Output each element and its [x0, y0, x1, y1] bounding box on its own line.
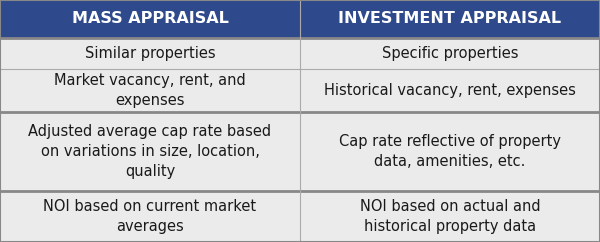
Bar — [0, 38, 300, 69]
Bar — [0, 69, 300, 112]
Text: Cap rate reflective of property
data, amenities, etc.: Cap rate reflective of property data, am… — [339, 134, 561, 169]
Text: INVESTMENT APPRAISAL: INVESTMENT APPRAISAL — [338, 11, 562, 26]
Bar — [300, 38, 600, 69]
Bar — [0, 0, 300, 38]
Bar — [0, 191, 300, 242]
Text: Similar properties: Similar properties — [85, 46, 215, 61]
Text: Market vacancy, rent, and
expenses: Market vacancy, rent, and expenses — [54, 73, 246, 108]
Text: MASS APPRAISAL: MASS APPRAISAL — [71, 11, 229, 26]
Text: NOI based on actual and
historical property data: NOI based on actual and historical prope… — [359, 199, 541, 234]
Text: Specific properties: Specific properties — [382, 46, 518, 61]
Bar — [300, 69, 600, 112]
Text: NOI based on current market
averages: NOI based on current market averages — [43, 199, 257, 234]
Text: Adjusted average cap rate based
on variations in size, location,
quality: Adjusted average cap rate based on varia… — [28, 124, 272, 179]
Bar — [300, 112, 600, 191]
Bar — [300, 191, 600, 242]
Bar — [0, 112, 300, 191]
Text: Historical vacancy, rent, expenses: Historical vacancy, rent, expenses — [324, 83, 576, 98]
Bar — [300, 0, 600, 38]
